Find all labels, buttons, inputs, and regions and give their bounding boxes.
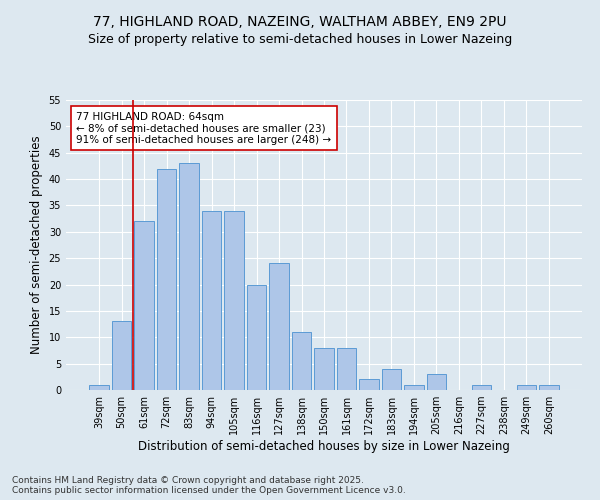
Bar (134, 222, 154, 390)
Bar (517, 384, 536, 390)
Bar (539, 384, 559, 390)
Bar (179, 164, 199, 390)
Bar (404, 384, 424, 390)
Bar (427, 374, 446, 390)
Bar (382, 369, 401, 390)
Bar (112, 322, 131, 390)
Bar (157, 168, 176, 390)
Text: 77 HIGHLAND ROAD: 64sqm
← 8% of semi-detached houses are smaller (23)
91% of sem: 77 HIGHLAND ROAD: 64sqm ← 8% of semi-det… (76, 112, 331, 145)
Bar (314, 348, 334, 390)
Bar (337, 348, 356, 390)
X-axis label: Distribution of semi-detached houses by size in Lower Nazeing: Distribution of semi-detached houses by … (138, 440, 510, 453)
Bar (359, 380, 379, 390)
Text: 77, HIGHLAND ROAD, NAZEING, WALTHAM ABBEY, EN9 2PU: 77, HIGHLAND ROAD, NAZEING, WALTHAM ABBE… (93, 15, 507, 29)
Text: Contains HM Land Registry data © Crown copyright and database right 2025.
Contai: Contains HM Land Registry data © Crown c… (12, 476, 406, 495)
Bar (202, 210, 221, 390)
Bar (292, 332, 311, 390)
Y-axis label: Number of semi-detached properties: Number of semi-detached properties (30, 136, 43, 354)
Bar (89, 384, 109, 390)
Bar (269, 264, 289, 390)
Bar (224, 210, 244, 390)
Text: Size of property relative to semi-detached houses in Lower Nazeing: Size of property relative to semi-detach… (88, 32, 512, 46)
Bar (472, 384, 491, 390)
Bar (247, 284, 266, 390)
